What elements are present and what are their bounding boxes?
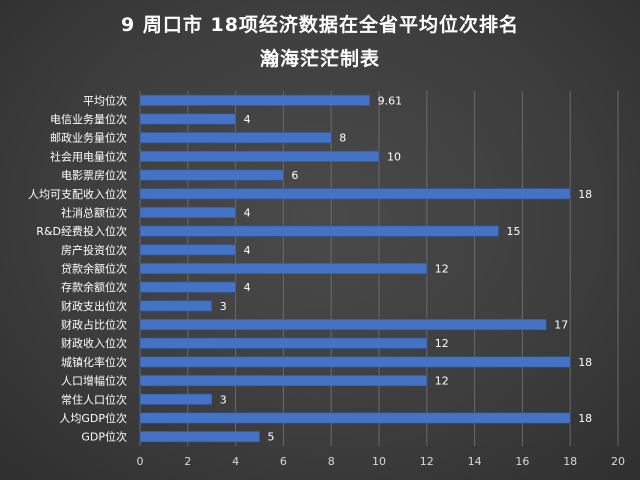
data-label: 8: [339, 132, 346, 145]
x-tick-label: 2: [184, 455, 191, 468]
data-label: 18: [578, 412, 592, 425]
x-tick-label: 0: [137, 455, 144, 468]
bar: [139, 281, 236, 293]
x-tick-label: 12: [420, 455, 434, 468]
category-label: 人均可支配收入位次: [28, 187, 127, 201]
data-label: 4: [244, 281, 251, 294]
data-label: 10: [387, 150, 401, 163]
bar: [139, 169, 284, 181]
data-label: 6: [291, 169, 298, 182]
category-label: 财政占比位次: [61, 318, 127, 332]
bar: [139, 300, 212, 312]
data-label: 18: [578, 356, 592, 369]
bar: [139, 356, 571, 368]
bar: [139, 337, 428, 349]
data-label: 17: [554, 319, 568, 332]
data-label: 3: [220, 393, 227, 406]
category-label: 房产投资位次: [61, 243, 127, 257]
bar: [139, 319, 547, 331]
data-label: 5: [268, 431, 275, 444]
data-label: 4: [244, 113, 251, 126]
bar: [139, 412, 571, 424]
chart-title: 9 周口市 18项经济数据在全省平均位次排名: [121, 14, 519, 36]
bar: [139, 393, 212, 405]
x-tick-label: 20: [611, 455, 625, 468]
data-label: 4: [244, 244, 251, 257]
category-label: 社会用电量位次: [50, 149, 127, 163]
data-label: 18: [578, 188, 592, 201]
chart-subtitle: 瀚海茫茫制表: [259, 48, 380, 70]
data-label: 12: [435, 263, 449, 276]
category-label: 人口增幅位次: [61, 374, 127, 388]
bar: [139, 225, 499, 237]
category-label: R&D经费投入位次: [36, 224, 127, 238]
category-label: 财政收入位次: [61, 336, 127, 350]
bar: [139, 206, 236, 218]
data-label: 15: [507, 225, 521, 238]
data-label: 3: [220, 300, 227, 313]
bar: [139, 150, 380, 162]
category-label: 电影票房位次: [61, 168, 127, 182]
x-tick-label: 16: [515, 455, 529, 468]
category-label: 城镇化率位次: [61, 355, 127, 369]
bar: [139, 244, 236, 256]
data-label: 12: [435, 375, 449, 388]
category-label: 财政支出位次: [61, 299, 127, 313]
bar: [139, 375, 428, 387]
bar: [139, 431, 260, 443]
x-tick-label: 8: [328, 455, 335, 468]
bar: [139, 113, 236, 125]
category-label: GDP位次: [81, 430, 127, 444]
data-label: 12: [435, 337, 449, 350]
category-label: 邮政业务量位次: [50, 131, 127, 145]
category-label: 常住人口位次: [61, 392, 127, 406]
category-label: 电信业务量位次: [50, 112, 127, 126]
x-tick-label: 18: [563, 455, 577, 468]
x-tick-label: 14: [468, 455, 482, 468]
category-label: 人均GDP位次: [59, 411, 127, 425]
x-tick-label: 4: [232, 455, 239, 468]
category-label: 平均位次: [83, 93, 127, 107]
bar: [139, 132, 332, 144]
category-label: 贷款余额位次: [61, 262, 127, 276]
data-label: 4: [244, 206, 251, 219]
bar: [139, 262, 428, 275]
category-label: 存款余额位次: [61, 280, 127, 294]
x-tick-label: 6: [280, 455, 287, 468]
bar: [139, 94, 370, 106]
category-label: 社消总额位次: [61, 205, 127, 219]
bar: [139, 188, 571, 200]
x-tick-label: 10: [372, 455, 386, 468]
data-label: 9.61: [378, 94, 403, 107]
